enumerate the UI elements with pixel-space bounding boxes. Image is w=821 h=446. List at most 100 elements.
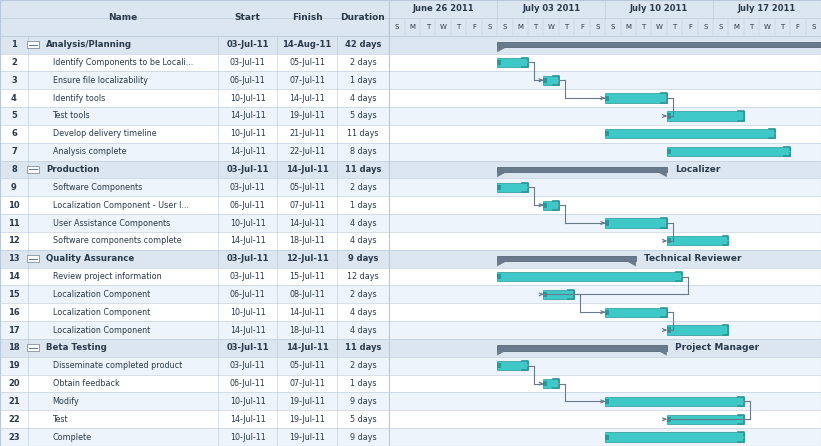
Text: 2 days: 2 days (350, 361, 376, 370)
Text: M: M (733, 24, 739, 30)
Bar (0, 268, 389, 285)
Text: 06-Jul-11: 06-Jul-11 (230, 76, 265, 85)
Text: 03-Jul-11: 03-Jul-11 (227, 343, 268, 352)
Bar (605, 219, 667, 227)
Bar (389, 36, 821, 54)
Text: 06-Jul-11: 06-Jul-11 (230, 379, 265, 388)
Text: 14-Jul-11: 14-Jul-11 (289, 219, 325, 227)
Bar (544, 76, 559, 85)
Text: 11 days: 11 days (347, 129, 378, 138)
Bar (497, 363, 501, 368)
Polygon shape (497, 172, 507, 177)
Bar (605, 310, 609, 315)
Bar (605, 95, 609, 101)
Text: 22-Jul-11: 22-Jul-11 (289, 147, 325, 156)
Text: W: W (656, 24, 663, 30)
Bar (544, 379, 559, 388)
Bar (389, 214, 821, 232)
Text: Complete: Complete (53, 433, 92, 442)
Text: W: W (440, 24, 447, 30)
Bar (0, 232, 389, 250)
Text: 22: 22 (8, 415, 20, 424)
Bar (389, 250, 821, 268)
Bar (0, 428, 389, 446)
Bar (389, 410, 821, 428)
Bar (667, 238, 671, 244)
Text: 03-Jul-11: 03-Jul-11 (227, 40, 268, 49)
Bar (389, 392, 821, 410)
Text: S: S (395, 24, 399, 30)
Bar (497, 60, 501, 65)
Text: Localization Component: Localization Component (53, 326, 149, 334)
Text: 9 days: 9 days (348, 254, 378, 263)
Text: F: F (580, 24, 584, 30)
Text: 21: 21 (8, 397, 20, 406)
Text: 10-Jul-11: 10-Jul-11 (230, 308, 265, 317)
Bar (389, 321, 821, 339)
Bar (605, 434, 609, 440)
Text: 06-Jul-11: 06-Jul-11 (230, 201, 265, 210)
Bar (389, 268, 821, 285)
Text: 10-Jul-11: 10-Jul-11 (230, 397, 265, 406)
Text: 42 days: 42 days (345, 40, 381, 49)
Text: Software Components: Software Components (53, 183, 142, 192)
Text: 14-Jul-11: 14-Jul-11 (289, 308, 325, 317)
Bar (589, 0, 605, 446)
Text: Localization Component: Localization Component (53, 290, 149, 299)
Text: 19-Jul-11: 19-Jul-11 (289, 415, 325, 424)
Text: 12: 12 (8, 236, 20, 245)
Text: S: S (502, 24, 507, 30)
Text: Quality Assurance: Quality Assurance (46, 254, 134, 263)
Text: 06-Jul-11: 06-Jul-11 (230, 290, 265, 299)
Bar (0, 54, 389, 71)
Text: W: W (764, 24, 770, 30)
Text: 1 days: 1 days (350, 379, 376, 388)
Text: 14-Jul-11: 14-Jul-11 (230, 112, 265, 120)
Bar (605, 129, 775, 138)
Text: 10-Jul-11: 10-Jul-11 (230, 94, 265, 103)
Text: M: M (517, 24, 523, 30)
Bar (0, 250, 389, 268)
Bar (26, 344, 39, 351)
Text: 13: 13 (8, 254, 20, 263)
Text: Technical Reviewer: Technical Reviewer (644, 254, 741, 263)
Bar (497, 183, 528, 192)
Text: 8 days: 8 days (350, 147, 376, 156)
Text: Develop delivery timeline: Develop delivery timeline (53, 129, 156, 138)
Text: 5: 5 (11, 112, 17, 120)
Text: 4 days: 4 days (350, 94, 376, 103)
Bar (0, 196, 389, 214)
Bar (0, 357, 389, 375)
Bar (497, 274, 501, 279)
Text: 03-Jul-11: 03-Jul-11 (230, 183, 265, 192)
Text: July 17 2011: July 17 2011 (738, 4, 796, 13)
Bar (698, 0, 713, 446)
Text: 2 days: 2 days (350, 183, 376, 192)
Text: 14-Jul-11: 14-Jul-11 (289, 94, 325, 103)
Text: T: T (750, 24, 754, 30)
Text: User Assistance Components: User Assistance Components (53, 219, 170, 227)
Polygon shape (497, 261, 507, 266)
Polygon shape (658, 351, 667, 355)
Text: 16: 16 (8, 308, 20, 317)
Bar (667, 112, 744, 120)
Bar (26, 255, 39, 262)
Text: 14-Jul-11: 14-Jul-11 (230, 326, 265, 334)
Text: 4 days: 4 days (350, 308, 376, 317)
Text: T: T (641, 24, 646, 30)
Text: 1 days: 1 days (350, 201, 376, 210)
Text: Analysis/Planning: Analysis/Planning (46, 40, 132, 49)
Text: Disseminate completed product: Disseminate completed product (53, 361, 181, 370)
Bar (389, 303, 821, 321)
Text: 12 days: 12 days (347, 272, 378, 281)
Text: 03-Jul-11: 03-Jul-11 (230, 272, 265, 281)
Polygon shape (497, 351, 507, 355)
Text: F: F (796, 24, 800, 30)
Text: T: T (564, 24, 569, 30)
Text: Ensure file localizability: Ensure file localizability (53, 76, 148, 85)
Bar (497, 42, 821, 47)
Bar (0, 392, 389, 410)
Text: 07-Jul-11: 07-Jul-11 (289, 379, 325, 388)
Bar (667, 113, 671, 119)
Text: 9: 9 (11, 183, 17, 192)
